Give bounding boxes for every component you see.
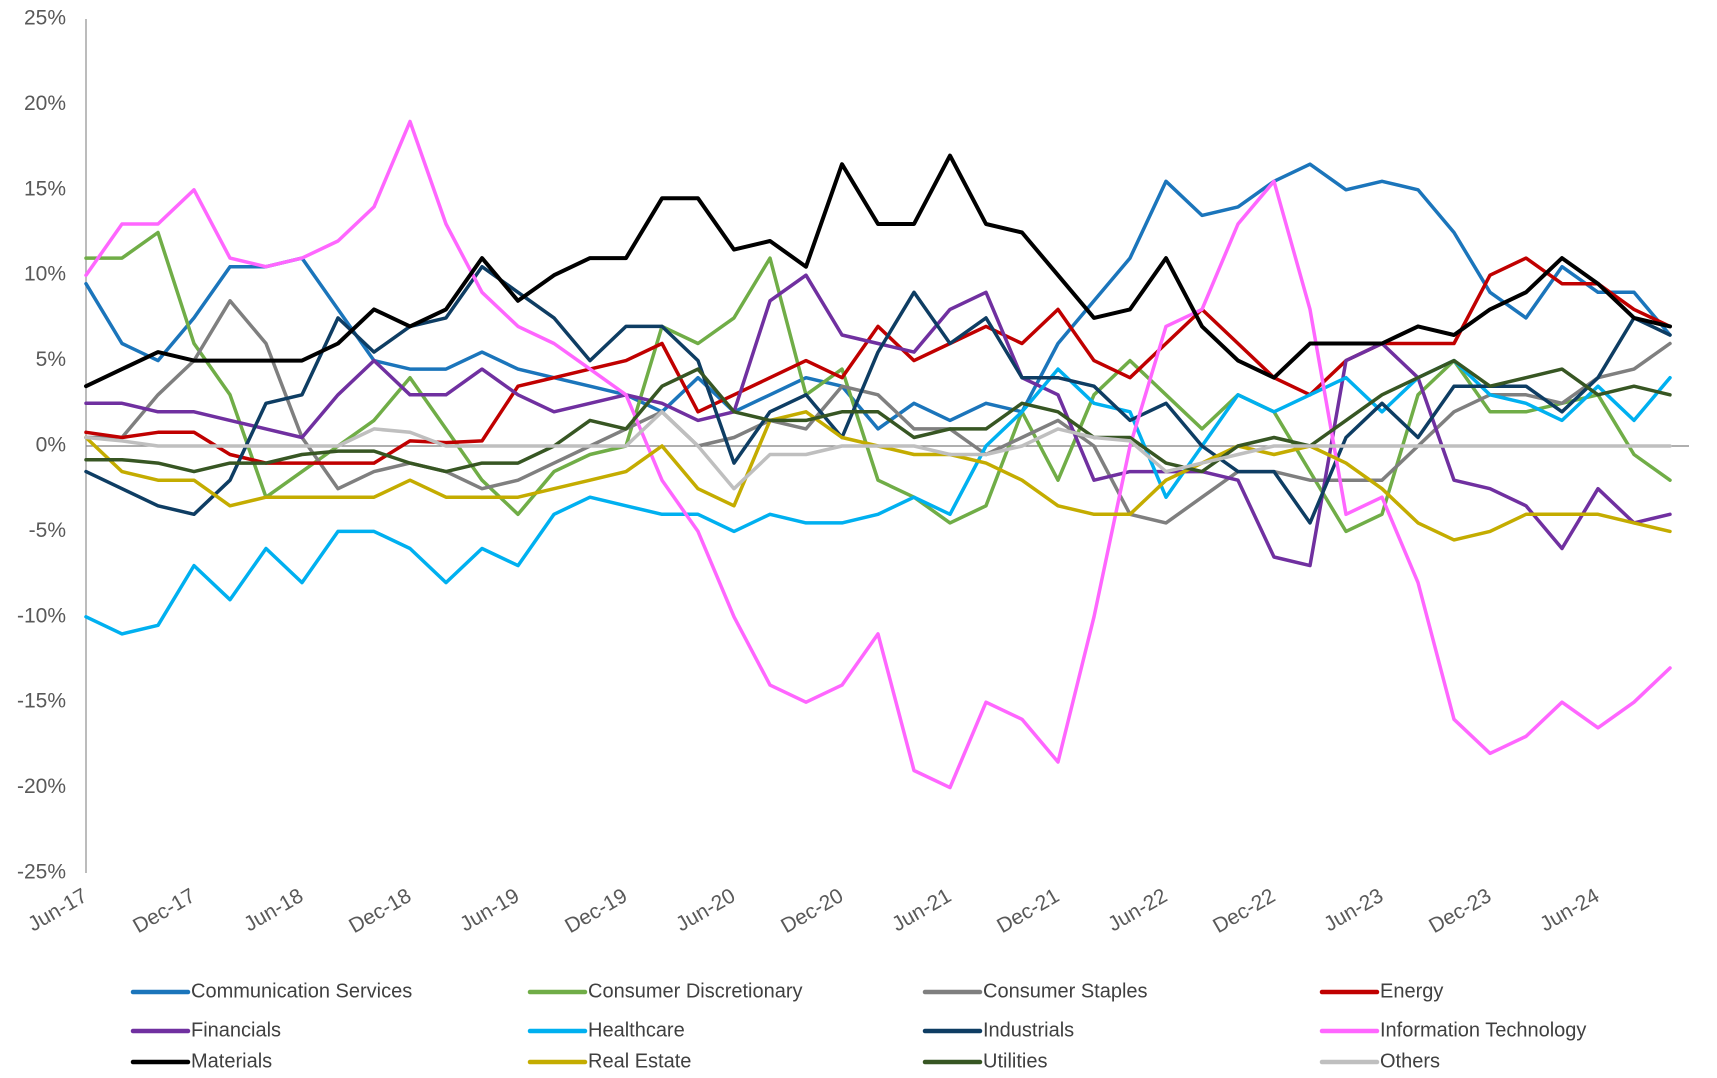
legend-label: Financials (191, 1019, 281, 1041)
series-line (84, 230, 1672, 534)
y-tick-label: -10% (17, 604, 66, 627)
series-line (84, 264, 1672, 525)
x-tick-label: Jun-24 (1536, 884, 1603, 936)
legend-label: Materials (191, 1050, 272, 1072)
x-tick-label: Dec-20 (777, 884, 847, 938)
series-line (84, 410, 1672, 491)
series-line (84, 256, 1672, 465)
series-line (84, 358, 1672, 636)
x-tick-label: Dec-19 (561, 884, 631, 938)
y-tick-label: -15% (17, 690, 66, 713)
series-line (84, 273, 1672, 568)
y-tick-label: -25% (17, 861, 66, 884)
y-tick-label: 15% (24, 177, 66, 200)
series-line (84, 299, 1672, 525)
y-tick-label: -20% (17, 775, 66, 798)
x-tick-label: Jun-20 (672, 884, 739, 936)
y-tick-label: 20% (24, 92, 66, 115)
legend-label: Utilities (983, 1050, 1047, 1072)
y-tick-label: 5% (36, 348, 66, 371)
x-tick-label: Dec-22 (1209, 884, 1279, 938)
series-line (84, 153, 1672, 389)
series-line (84, 119, 1672, 790)
legend-label: Energy (1380, 980, 1443, 1002)
y-tick-label: 10% (24, 263, 66, 286)
x-tick-label: Jun-19 (456, 884, 523, 936)
y-tick-label: 25% (24, 7, 66, 30)
legend-label: Communication Services (191, 980, 412, 1002)
legend-label: Healthcare (588, 1019, 685, 1041)
x-tick-label: Jun-21 (888, 884, 955, 936)
series-line (84, 162, 1672, 431)
x-tick-label: Dec-17 (129, 884, 199, 938)
series-line (84, 358, 1672, 474)
legend-label: Real Estate (588, 1050, 691, 1072)
legend-label: Others (1380, 1050, 1440, 1072)
legend-label: Consumer Discretionary (588, 980, 803, 1002)
legend-label: Consumer Staples (983, 980, 1148, 1002)
x-tick-label: Jun-17 (24, 884, 91, 936)
x-tick-label: Dec-21 (993, 884, 1063, 938)
y-tick-label: 0% (36, 434, 66, 457)
x-tick-label: Dec-23 (1425, 884, 1495, 938)
x-tick-label: Jun-22 (1104, 884, 1171, 936)
legend-label: Information Technology (1380, 1019, 1586, 1041)
x-tick-label: Jun-23 (1320, 884, 1387, 936)
x-tick-label: Jun-18 (240, 884, 307, 936)
legend-label: Industrials (983, 1019, 1074, 1041)
x-tick-label: Dec-18 (345, 884, 415, 938)
y-tick-label: -5% (29, 519, 66, 542)
